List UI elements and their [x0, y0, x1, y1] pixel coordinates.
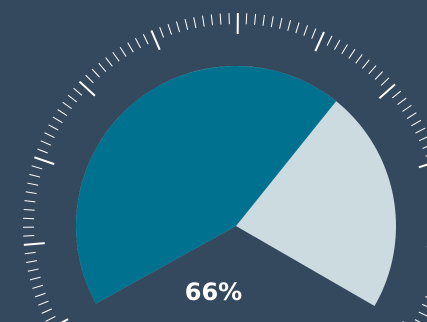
gauge-minor-tick — [422, 146, 427, 149]
gauge-minor-tick — [45, 316, 56, 322]
gauge-minor-tick — [326, 35, 333, 46]
gauge-minor-tick — [23, 235, 35, 237]
gauge-minor-tick — [402, 104, 412, 112]
gauge-minor-tick — [418, 311, 427, 317]
gauge-minor-tick — [142, 34, 149, 45]
gauge-major-tick — [418, 163, 427, 169]
gauge-major-tick — [78, 80, 96, 97]
gauge-minor-tick — [341, 44, 348, 55]
gauge-minor-tick — [184, 19, 189, 30]
gauge-minor-tick — [391, 90, 402, 99]
gauge-minor-tick — [38, 300, 49, 306]
gauge-minor-tick — [362, 59, 370, 69]
gauge-minor-tick — [29, 276, 41, 281]
gauge-minor-tick — [27, 268, 39, 272]
gauge-minor-tick — [201, 15, 205, 27]
gauge-minor-tick — [24, 251, 36, 255]
gauge-minor-tick — [303, 25, 308, 36]
gauge-minor-tick — [210, 14, 214, 26]
gauge-minor-tick — [67, 94, 77, 103]
gauge-minor-tick — [287, 19, 292, 31]
gauge-minor-tick — [418, 136, 427, 142]
gauge-minor-tick — [406, 112, 417, 119]
gauge-major-tick — [60, 318, 69, 322]
gauge-minor-tick — [91, 68, 100, 78]
gauge-minor-tick — [44, 132, 55, 138]
gauge-minor-tick — [26, 260, 38, 264]
gauge-minor-tick — [368, 65, 377, 75]
gauge-minor-tick — [254, 13, 257, 25]
gauge-minor-tick — [34, 292, 46, 298]
gauge-minor-tick — [32, 284, 44, 289]
gauge-minor-tick — [40, 140, 52, 146]
gauge-minor-tick — [279, 17, 283, 29]
gauge-minor-tick — [415, 127, 426, 134]
gauge-minor-tick — [374, 71, 384, 80]
gauge-minor-tick — [24, 200, 36, 203]
gauge-minor-tick — [73, 87, 83, 96]
gauge-minor-tick — [421, 303, 427, 307]
gauge-minor-tick — [245, 13, 248, 25]
gauge-minor-tick — [270, 16, 274, 28]
gauge-major-tick — [150, 30, 161, 51]
gauge-minor-tick — [25, 191, 37, 195]
gauge-minor-tick — [23, 208, 35, 211]
gauge-minor-tick — [159, 26, 165, 38]
gauge-fill — [75, 65, 337, 304]
gauge-minor-tick — [62, 101, 72, 110]
gauge-minor-tick — [119, 47, 127, 57]
gauge-minor-tick — [98, 62, 107, 72]
gauge-major-tick — [23, 242, 45, 246]
gauge-minor-tick — [85, 74, 94, 84]
gauge-minor-tick — [175, 21, 181, 33]
gauge-value-label: 66% — [184, 278, 243, 306]
gauge-minor-tick — [295, 22, 300, 34]
gauge-minor-tick — [219, 13, 222, 25]
gauge-minor-tick — [348, 49, 356, 59]
gauge-minor-tick — [311, 28, 317, 39]
gauge-minor-tick — [193, 17, 197, 29]
gauge-minor-tick — [127, 42, 134, 53]
gauge-minor-tick — [105, 57, 113, 67]
gauge-minor-tick — [380, 77, 390, 86]
gauge-minor-tick — [112, 51, 120, 62]
gauge-minor-tick — [37, 148, 48, 154]
gauge-minor-tick — [57, 109, 68, 116]
gauge-minor-tick — [262, 14, 265, 26]
gauge-major-tick — [314, 31, 325, 52]
gauge-minor-tick — [52, 116, 63, 124]
gauge-minor-tick — [48, 124, 59, 131]
gauge-minor-tick — [334, 39, 341, 50]
gauge-minor-tick — [411, 119, 422, 127]
gauge-minor-tick — [31, 165, 43, 170]
gauge-minor-tick — [167, 23, 172, 35]
gauge-minor-tick — [414, 319, 421, 322]
gauge-minor-tick — [41, 308, 52, 314]
gauge-major-tick — [34, 156, 55, 166]
gauge-minor-tick — [29, 173, 41, 178]
gauge-major-tick — [378, 83, 396, 100]
gauge-minor-tick — [27, 182, 39, 186]
gauge-minor-tick — [134, 38, 142, 49]
gauge-minor-tick — [397, 97, 407, 106]
gauge-minor-tick — [355, 54, 363, 64]
gauge-scale-ticks — [22, 13, 427, 322]
